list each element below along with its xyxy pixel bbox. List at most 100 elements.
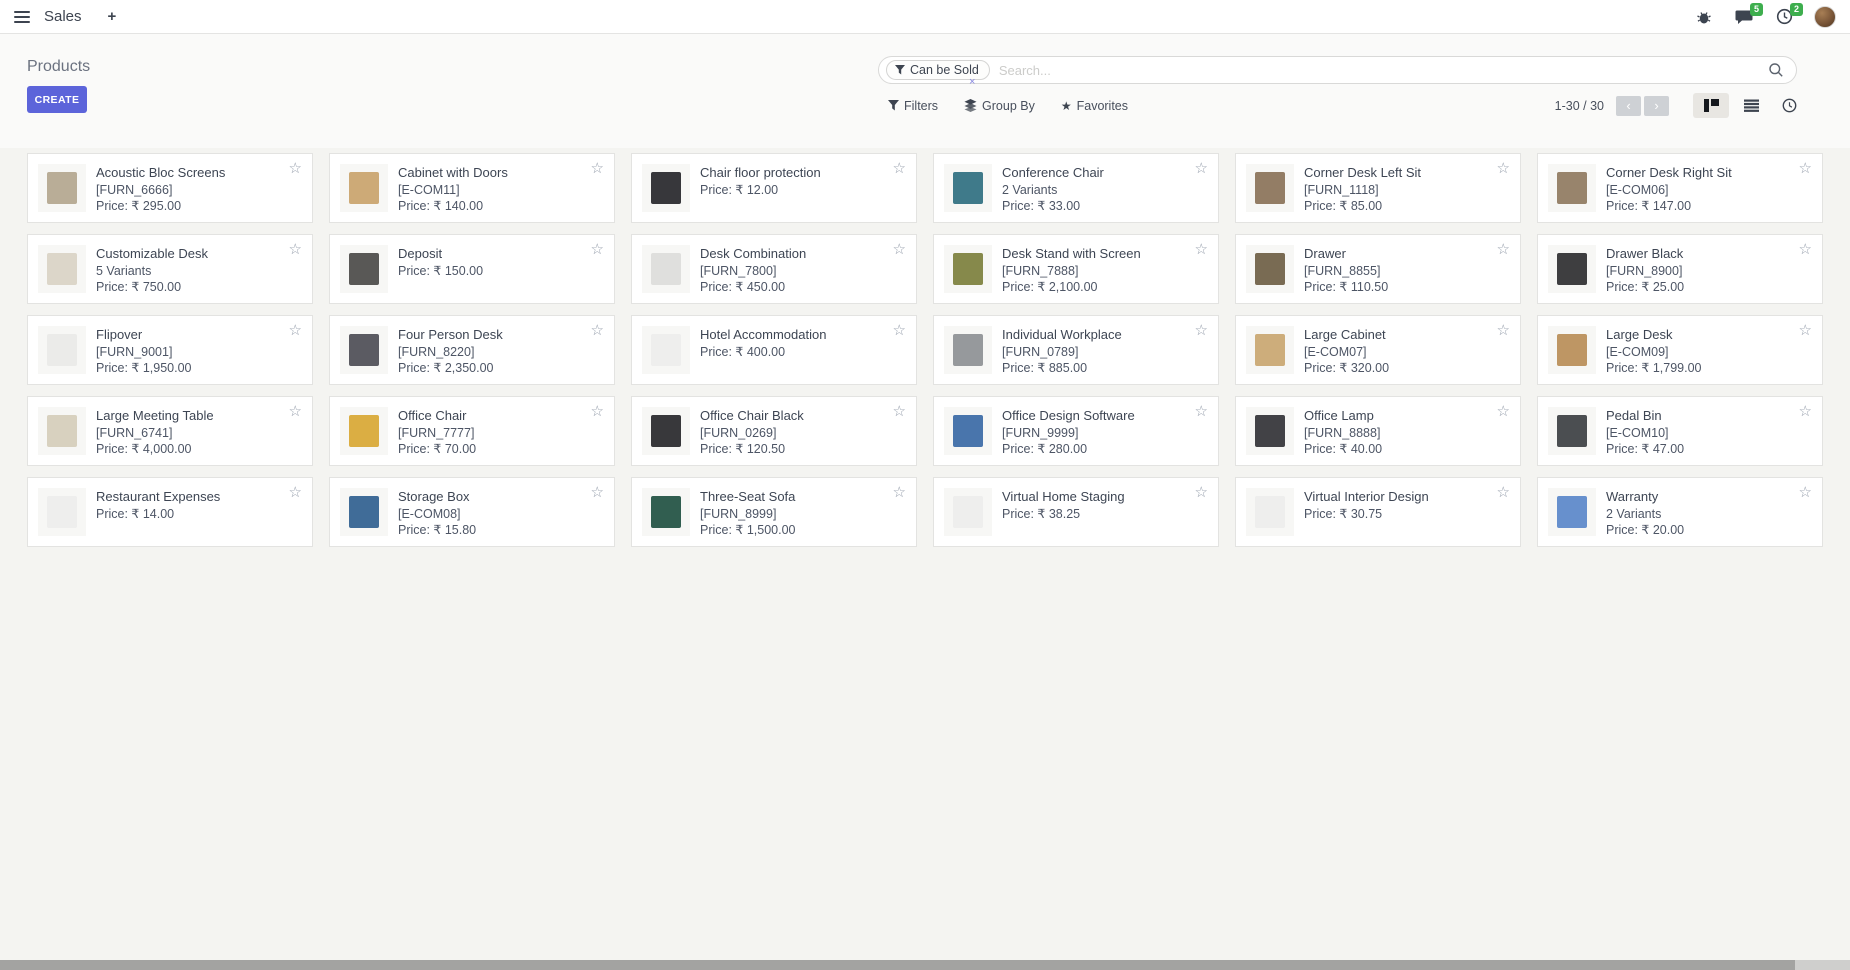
activities-clock-icon[interactable]: 2 xyxy=(1774,2,1803,27)
pager-previous-button[interactable]: ‹ xyxy=(1616,95,1641,116)
view-switcher-activity[interactable] xyxy=(1782,98,1797,113)
search-input[interactable] xyxy=(998,62,1768,78)
product-card[interactable]: Desk Combination [FURN_7800] Price: ₹ 45… xyxy=(631,234,917,304)
product-name[interactable]: Corner Desk Right Sit xyxy=(1606,165,1732,180)
favorite-star-icon[interactable]: ☆ xyxy=(1798,403,1812,420)
favorite-star-icon[interactable]: ☆ xyxy=(892,403,906,420)
product-name[interactable]: Deposit xyxy=(398,246,443,261)
favorite-star-icon[interactable]: ☆ xyxy=(1496,241,1510,258)
product-card[interactable]: Storage Box [E-COM08] Price: ₹ 15.80 ☆ xyxy=(329,477,615,547)
product-name[interactable]: Desk Stand with Screen xyxy=(1002,246,1141,261)
product-card[interactable]: Cabinet with Doors [E-COM11] Price: ₹ 14… xyxy=(329,153,615,223)
product-card[interactable]: Deposit Price: ₹ 150.00 ☆ xyxy=(329,234,615,304)
product-name[interactable]: Office Chair xyxy=(398,408,467,423)
product-card[interactable]: Corner Desk Right Sit [E-COM06] Price: ₹… xyxy=(1537,153,1823,223)
product-card[interactable]: Customizable Desk 5 Variants Price: ₹ 75… xyxy=(27,234,313,304)
favorite-star-icon[interactable]: ☆ xyxy=(1194,322,1208,339)
product-name[interactable]: Four Person Desk xyxy=(398,327,503,342)
favorite-star-icon[interactable]: ☆ xyxy=(590,241,604,258)
product-card[interactable]: Individual Workplace [FURN_0789] Price: … xyxy=(933,315,1219,385)
product-card[interactable]: Conference Chair 2 Variants Price: ₹ 33.… xyxy=(933,153,1219,223)
favorite-star-icon[interactable]: ☆ xyxy=(1496,160,1510,177)
favorite-star-icon[interactable]: ☆ xyxy=(892,322,906,339)
product-name[interactable]: Corner Desk Left Sit xyxy=(1304,165,1422,180)
favorite-star-icon[interactable]: ☆ xyxy=(1798,160,1812,177)
product-card[interactable]: Flipover [FURN_9001] Price: ₹ 1,950.00 ☆ xyxy=(27,315,313,385)
favorite-star-icon[interactable]: ☆ xyxy=(288,484,302,501)
product-name[interactable]: Office Chair Black xyxy=(700,408,804,423)
product-card[interactable]: Large Meeting Table [FURN_6741] Price: ₹… xyxy=(27,396,313,466)
product-name[interactable]: Office Design Software xyxy=(1002,408,1135,423)
view-switcher-kanban-active[interactable] xyxy=(1693,93,1729,118)
product-card[interactable]: Drawer Black [FURN_8900] Price: ₹ 25.00 … xyxy=(1537,234,1823,304)
debug-bug-icon[interactable] xyxy=(1694,7,1714,27)
favorite-star-icon[interactable]: ☆ xyxy=(1496,322,1510,339)
product-name[interactable]: Restaurant Expenses xyxy=(96,489,221,504)
product-name[interactable]: Storage Box xyxy=(398,489,470,504)
remove-facet-icon[interactable]: × xyxy=(969,76,976,88)
add-tab-plus-button[interactable]: + xyxy=(107,8,117,25)
favorite-star-icon[interactable]: ☆ xyxy=(1194,484,1208,501)
favorite-star-icon[interactable]: ☆ xyxy=(590,484,604,501)
product-card[interactable]: Hotel Accommodation Price: ₹ 400.00 ☆ xyxy=(631,315,917,385)
favorite-star-icon[interactable]: ☆ xyxy=(1194,403,1208,420)
product-name[interactable]: Hotel Accommodation xyxy=(700,327,827,342)
favorites-menu-button[interactable]: ★ Favorites xyxy=(1061,99,1128,113)
favorite-star-icon[interactable]: ☆ xyxy=(590,322,604,339)
favorite-star-icon[interactable]: ☆ xyxy=(288,322,302,339)
favorite-star-icon[interactable]: ☆ xyxy=(892,160,906,177)
favorite-star-icon[interactable]: ☆ xyxy=(1496,403,1510,420)
product-name[interactable]: Drawer xyxy=(1304,246,1346,261)
product-card[interactable]: Restaurant Expenses Price: ₹ 14.00 ☆ xyxy=(27,477,313,547)
product-name[interactable]: Conference Chair xyxy=(1002,165,1104,180)
product-card[interactable]: Large Cabinet [E-COM07] Price: ₹ 320.00 … xyxy=(1235,315,1521,385)
product-name[interactable]: Large Meeting Table xyxy=(96,408,214,423)
product-card[interactable]: Virtual Home Staging Price: ₹ 38.25 ☆ xyxy=(933,477,1219,547)
search-bar[interactable]: Can be Sold × xyxy=(878,56,1797,88)
favorite-star-icon[interactable]: ☆ xyxy=(288,403,302,420)
product-name[interactable]: Cabinet with Doors xyxy=(398,165,508,180)
favorite-star-icon[interactable]: ☆ xyxy=(892,484,906,501)
favorite-star-icon[interactable]: ☆ xyxy=(892,241,906,258)
product-card[interactable]: Office Design Software [FURN_9999] Price… xyxy=(933,396,1219,466)
product-name[interactable]: Large Desk xyxy=(1606,327,1673,342)
favorite-star-icon[interactable]: ☆ xyxy=(288,241,302,258)
product-name[interactable]: Office Lamp xyxy=(1304,408,1374,423)
product-card[interactable]: Warranty 2 Variants Price: ₹ 20.00 ☆ xyxy=(1537,477,1823,547)
messages-icon[interactable]: 5 xyxy=(1734,2,1763,27)
product-name[interactable]: Virtual Home Staging xyxy=(1002,489,1125,504)
product-card[interactable]: Corner Desk Left Sit [FURN_1118] Price: … xyxy=(1235,153,1521,223)
favorite-star-icon[interactable]: ☆ xyxy=(1798,484,1812,501)
product-card[interactable]: Large Desk [E-COM09] Price: ₹ 1,799.00 ☆ xyxy=(1537,315,1823,385)
product-card[interactable]: Three-Seat Sofa [FURN_8999] Price: ₹ 1,5… xyxy=(631,477,917,547)
product-name[interactable]: Customizable Desk xyxy=(96,246,208,261)
product-name[interactable]: Warranty xyxy=(1606,489,1659,504)
product-card[interactable]: Virtual Interior Design Price: ₹ 30.75 ☆ xyxy=(1235,477,1521,547)
app-name-sales[interactable]: Sales xyxy=(44,8,82,25)
favorite-star-icon[interactable]: ☆ xyxy=(1194,160,1208,177)
product-card[interactable]: Drawer [FURN_8855] Price: ₹ 110.50 ☆ xyxy=(1235,234,1521,304)
product-name[interactable]: Acoustic Bloc Screens xyxy=(96,165,226,180)
product-card[interactable]: Office Chair Black [FURN_0269] Price: ₹ … xyxy=(631,396,917,466)
horizontal-scrollbar[interactable] xyxy=(0,960,1850,970)
product-name[interactable]: Three-Seat Sofa xyxy=(700,489,796,504)
favorite-star-icon[interactable]: ☆ xyxy=(1798,241,1812,258)
product-name[interactable]: Flipover xyxy=(96,327,143,342)
product-card[interactable]: Chair floor protection Price: ₹ 12.00 ☆ xyxy=(631,153,917,223)
favorite-star-icon[interactable]: ☆ xyxy=(1194,241,1208,258)
create-button[interactable]: CREATE xyxy=(27,86,87,113)
product-name[interactable]: Drawer Black xyxy=(1606,246,1684,261)
pager-next-button[interactable]: › xyxy=(1644,95,1669,116)
product-name[interactable]: Virtual Interior Design xyxy=(1304,489,1429,504)
user-avatar[interactable] xyxy=(1814,5,1836,28)
search-icon[interactable] xyxy=(1768,62,1784,78)
product-name[interactable]: Large Cabinet xyxy=(1304,327,1386,342)
product-name[interactable]: Individual Workplace xyxy=(1002,327,1122,342)
product-card[interactable]: Acoustic Bloc Screens [FURN_6666] Price:… xyxy=(27,153,313,223)
product-card[interactable]: Office Lamp [FURN_8888] Price: ₹ 40.00 ☆ xyxy=(1235,396,1521,466)
favorite-star-icon[interactable]: ☆ xyxy=(590,403,604,420)
product-name[interactable]: Chair floor protection xyxy=(700,165,821,180)
filters-menu-button[interactable]: Filters xyxy=(888,99,938,113)
product-card[interactable]: Pedal Bin [E-COM10] Price: ₹ 47.00 ☆ xyxy=(1537,396,1823,466)
horizontal-scrollbar-thumb[interactable] xyxy=(0,960,1795,970)
